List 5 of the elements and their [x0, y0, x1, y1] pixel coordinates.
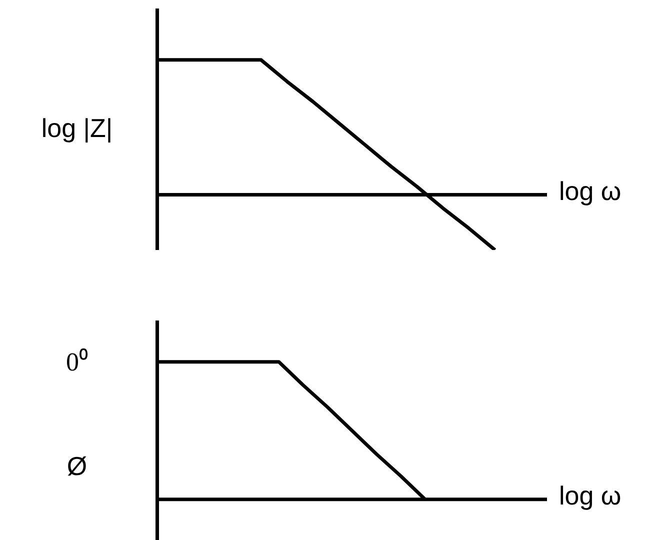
y-axis-title: Ø [66, 450, 88, 481]
x-axis-title: log ω [559, 176, 622, 206]
y-axis-title: log |Z| [41, 113, 113, 144]
text: 0⁰ [66, 348, 88, 377]
x-axis-title: log ω [559, 480, 622, 511]
